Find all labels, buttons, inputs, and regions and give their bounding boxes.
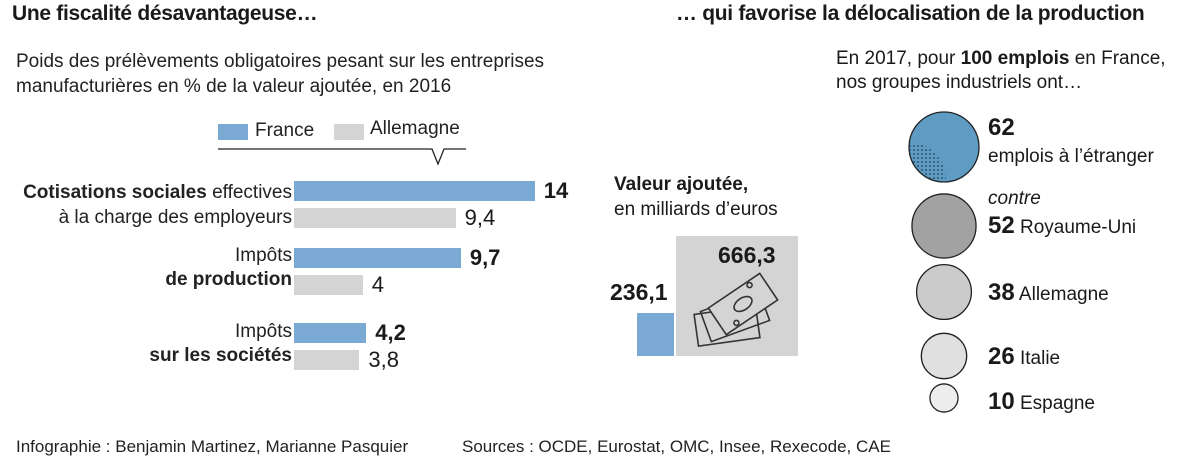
bar-value-france-2: 4,2 [375,320,406,345]
bar-france-0 [294,181,535,201]
bubble-value-38: 38 [988,279,1015,306]
category-label-cotisations-line2: à la charge des employeurs [58,207,292,228]
legend-bracket [218,148,466,166]
right-intro-post: en France, [1069,48,1166,69]
bar-value-allemagne-2: 3,8 [368,347,399,372]
bubble-10 [929,383,959,413]
bar-allemagne-2 [294,350,360,370]
legend-swatch-france [218,124,248,140]
right-intro-bold: 100 emplois [960,48,1070,69]
right-intro-pre: En 2017, pour [836,48,961,69]
bar-value-allemagne-1: 4 [371,272,385,297]
bubble-row-10: 10 Espagne [988,388,1095,416]
bubble-row-38: 38 Allemagne [988,279,1109,307]
category-label-societes-line1: Impôts [234,321,292,342]
bubble-label-10: Espagne [1014,393,1095,414]
legend-label-france: France [255,120,315,141]
bubble-38 [915,263,973,321]
bar-allemagne-1 [294,275,363,295]
bubble-label-62: emplois à l’étranger [988,146,1154,167]
category-label-societes-line2: sur les sociétés [149,345,292,366]
bubble-label-38: Allemagne [1014,284,1109,305]
bubble-label-52: Royaume-Uni [1014,217,1137,238]
right-title: … qui favorise la délocalisation de la p… [676,2,1145,25]
category-label-production-line1: Impôts [234,245,292,266]
category-label-cotisations: Cotisations sociales effectives [23,181,292,205]
middle-title-line1: Valeur ajoutée, [614,174,749,195]
bubble-value-10: 10 [988,388,1015,415]
footer-credit: Infographie : Benjamin Martinez, Mariann… [16,437,409,456]
bubble-prefix: contre [988,188,1041,209]
value-label-france: 236,1 [610,279,668,306]
bubble-value-26: 26 [988,343,1015,370]
bar-value-france-1: 9,7 [469,245,501,270]
value-bar-france [637,313,674,356]
left-subtitle-line1: Poids des prélèvements obligatoires pesa… [16,51,545,72]
bar-france-2 [294,323,367,343]
bar-france-1 [294,248,461,268]
legend-swatch-allemagne [334,124,364,140]
bubble-value-52: 52 [988,212,1015,239]
banknotes-icon [693,272,779,348]
bar-value-allemagne-0: 9,4 [464,205,496,230]
left-title: Une fiscalité désavantageuse… [12,2,318,25]
category-label-production-line2: de production [165,269,292,290]
bar-allemagne-0 [294,208,456,228]
right-intro-line2: nos groupes industriels ont… [836,72,1083,93]
bubble-52 [911,193,977,259]
bubble-overlap-dots [909,142,946,182]
middle-title-line2: en milliards d’euros [614,199,778,220]
bubble-value-62: 62 [988,114,1015,141]
legend-label-allemagne: Allemagne [370,118,460,139]
left-subtitle-line2: manufacturières en % de la valeur ajouté… [16,76,452,97]
bubble-row-26: 26 Italie [988,343,1060,371]
value-label-allemagne: 666,3 [718,242,776,268]
bar-value-france-0: 14 [543,178,569,203]
category-label-cotisations-bold: Cotisations sociales [23,182,207,203]
bubble-26 [920,332,968,380]
bubble-label-26: Italie [1014,348,1061,369]
footer-sources: Sources : OCDE, Eurostat, OMC, Insee, Re… [462,437,891,456]
bubble-row-52: 52 Royaume-Uni [988,212,1136,240]
right-intro-line1: En 2017, pour 100 emplois en France, [836,48,1166,70]
category-label-cotisations-text: effectives [206,182,292,203]
bubble-chart [908,111,980,413]
